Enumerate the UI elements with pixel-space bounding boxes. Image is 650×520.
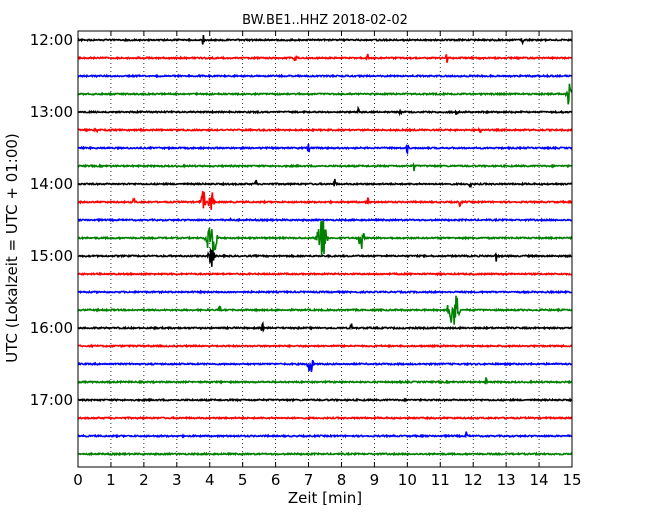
y-axis-label: UTC (Lokalzeit = UTC + 01:00) xyxy=(3,133,21,363)
y-tick-label: 12:00 xyxy=(30,31,73,49)
x-tick-label: 8 xyxy=(337,471,347,489)
trace-1200 xyxy=(77,35,572,46)
trace-1630 xyxy=(77,359,573,373)
trace-1745 xyxy=(77,451,573,457)
trace-1730 xyxy=(77,431,573,439)
x-tick-label: 1 xyxy=(106,471,116,489)
trace-1445 xyxy=(78,220,573,258)
x-tick-label: 13 xyxy=(497,471,516,489)
x-tick-label: 4 xyxy=(205,471,215,489)
y-tick-label: 15:00 xyxy=(30,247,73,265)
x-tick-label: 2 xyxy=(139,471,149,489)
trace-1545 xyxy=(77,295,573,325)
y-tick-label: 14:00 xyxy=(30,175,73,193)
trace-1330 xyxy=(77,143,573,156)
x-tick-label: 14 xyxy=(530,471,549,489)
x-ticks: 0 1 2 3 4 5 6 7 8 9 10 11 12 13 14 15 xyxy=(73,31,582,489)
trace-1345 xyxy=(77,161,573,172)
y-tick-label: 13:00 xyxy=(30,103,73,121)
trace-1530 xyxy=(77,289,573,295)
trace-1415 xyxy=(77,190,573,210)
chart-title: BW.BE1..HHZ 2018-02-02 xyxy=(242,13,408,28)
trace-1645 xyxy=(77,377,572,385)
x-tick-label: 6 xyxy=(271,471,281,489)
trace-1615 xyxy=(77,343,573,349)
x-tick-label: 12 xyxy=(464,471,483,489)
trace-1315 xyxy=(77,127,573,134)
trace-1245 xyxy=(77,83,573,105)
x-tick-label: 10 xyxy=(398,471,417,489)
x-axis-label: Zeit [min] xyxy=(288,489,362,507)
trace-1400 xyxy=(77,178,573,189)
y-tick-label: 17:00 xyxy=(30,391,73,409)
trace-1715 xyxy=(77,415,573,421)
traces xyxy=(77,35,573,457)
plot-frame xyxy=(77,30,573,468)
x-tick-label: 3 xyxy=(172,471,182,489)
x-tick-label: 0 xyxy=(73,471,83,489)
x-tick-label: 9 xyxy=(370,471,380,489)
trace-1300 xyxy=(77,105,573,117)
x-tick-label: 5 xyxy=(238,471,248,489)
trace-1600 xyxy=(77,320,573,334)
trace-1515 xyxy=(77,271,572,277)
trace-1215 xyxy=(77,53,573,63)
x-tick-label: 7 xyxy=(304,471,314,489)
x-tick-label: 11 xyxy=(431,471,450,489)
y-tick-label: 16:00 xyxy=(30,319,73,337)
trace-1230 xyxy=(77,73,573,79)
y-ticks: 12:00 13:00 14:00 15:00 16:00 17:00 xyxy=(30,31,572,409)
trace-1500 xyxy=(77,247,573,267)
trace-1700 xyxy=(77,397,573,403)
trace-1430 xyxy=(77,217,572,223)
x-tick-label: 15 xyxy=(562,471,581,489)
x-grid-lines xyxy=(110,31,540,467)
